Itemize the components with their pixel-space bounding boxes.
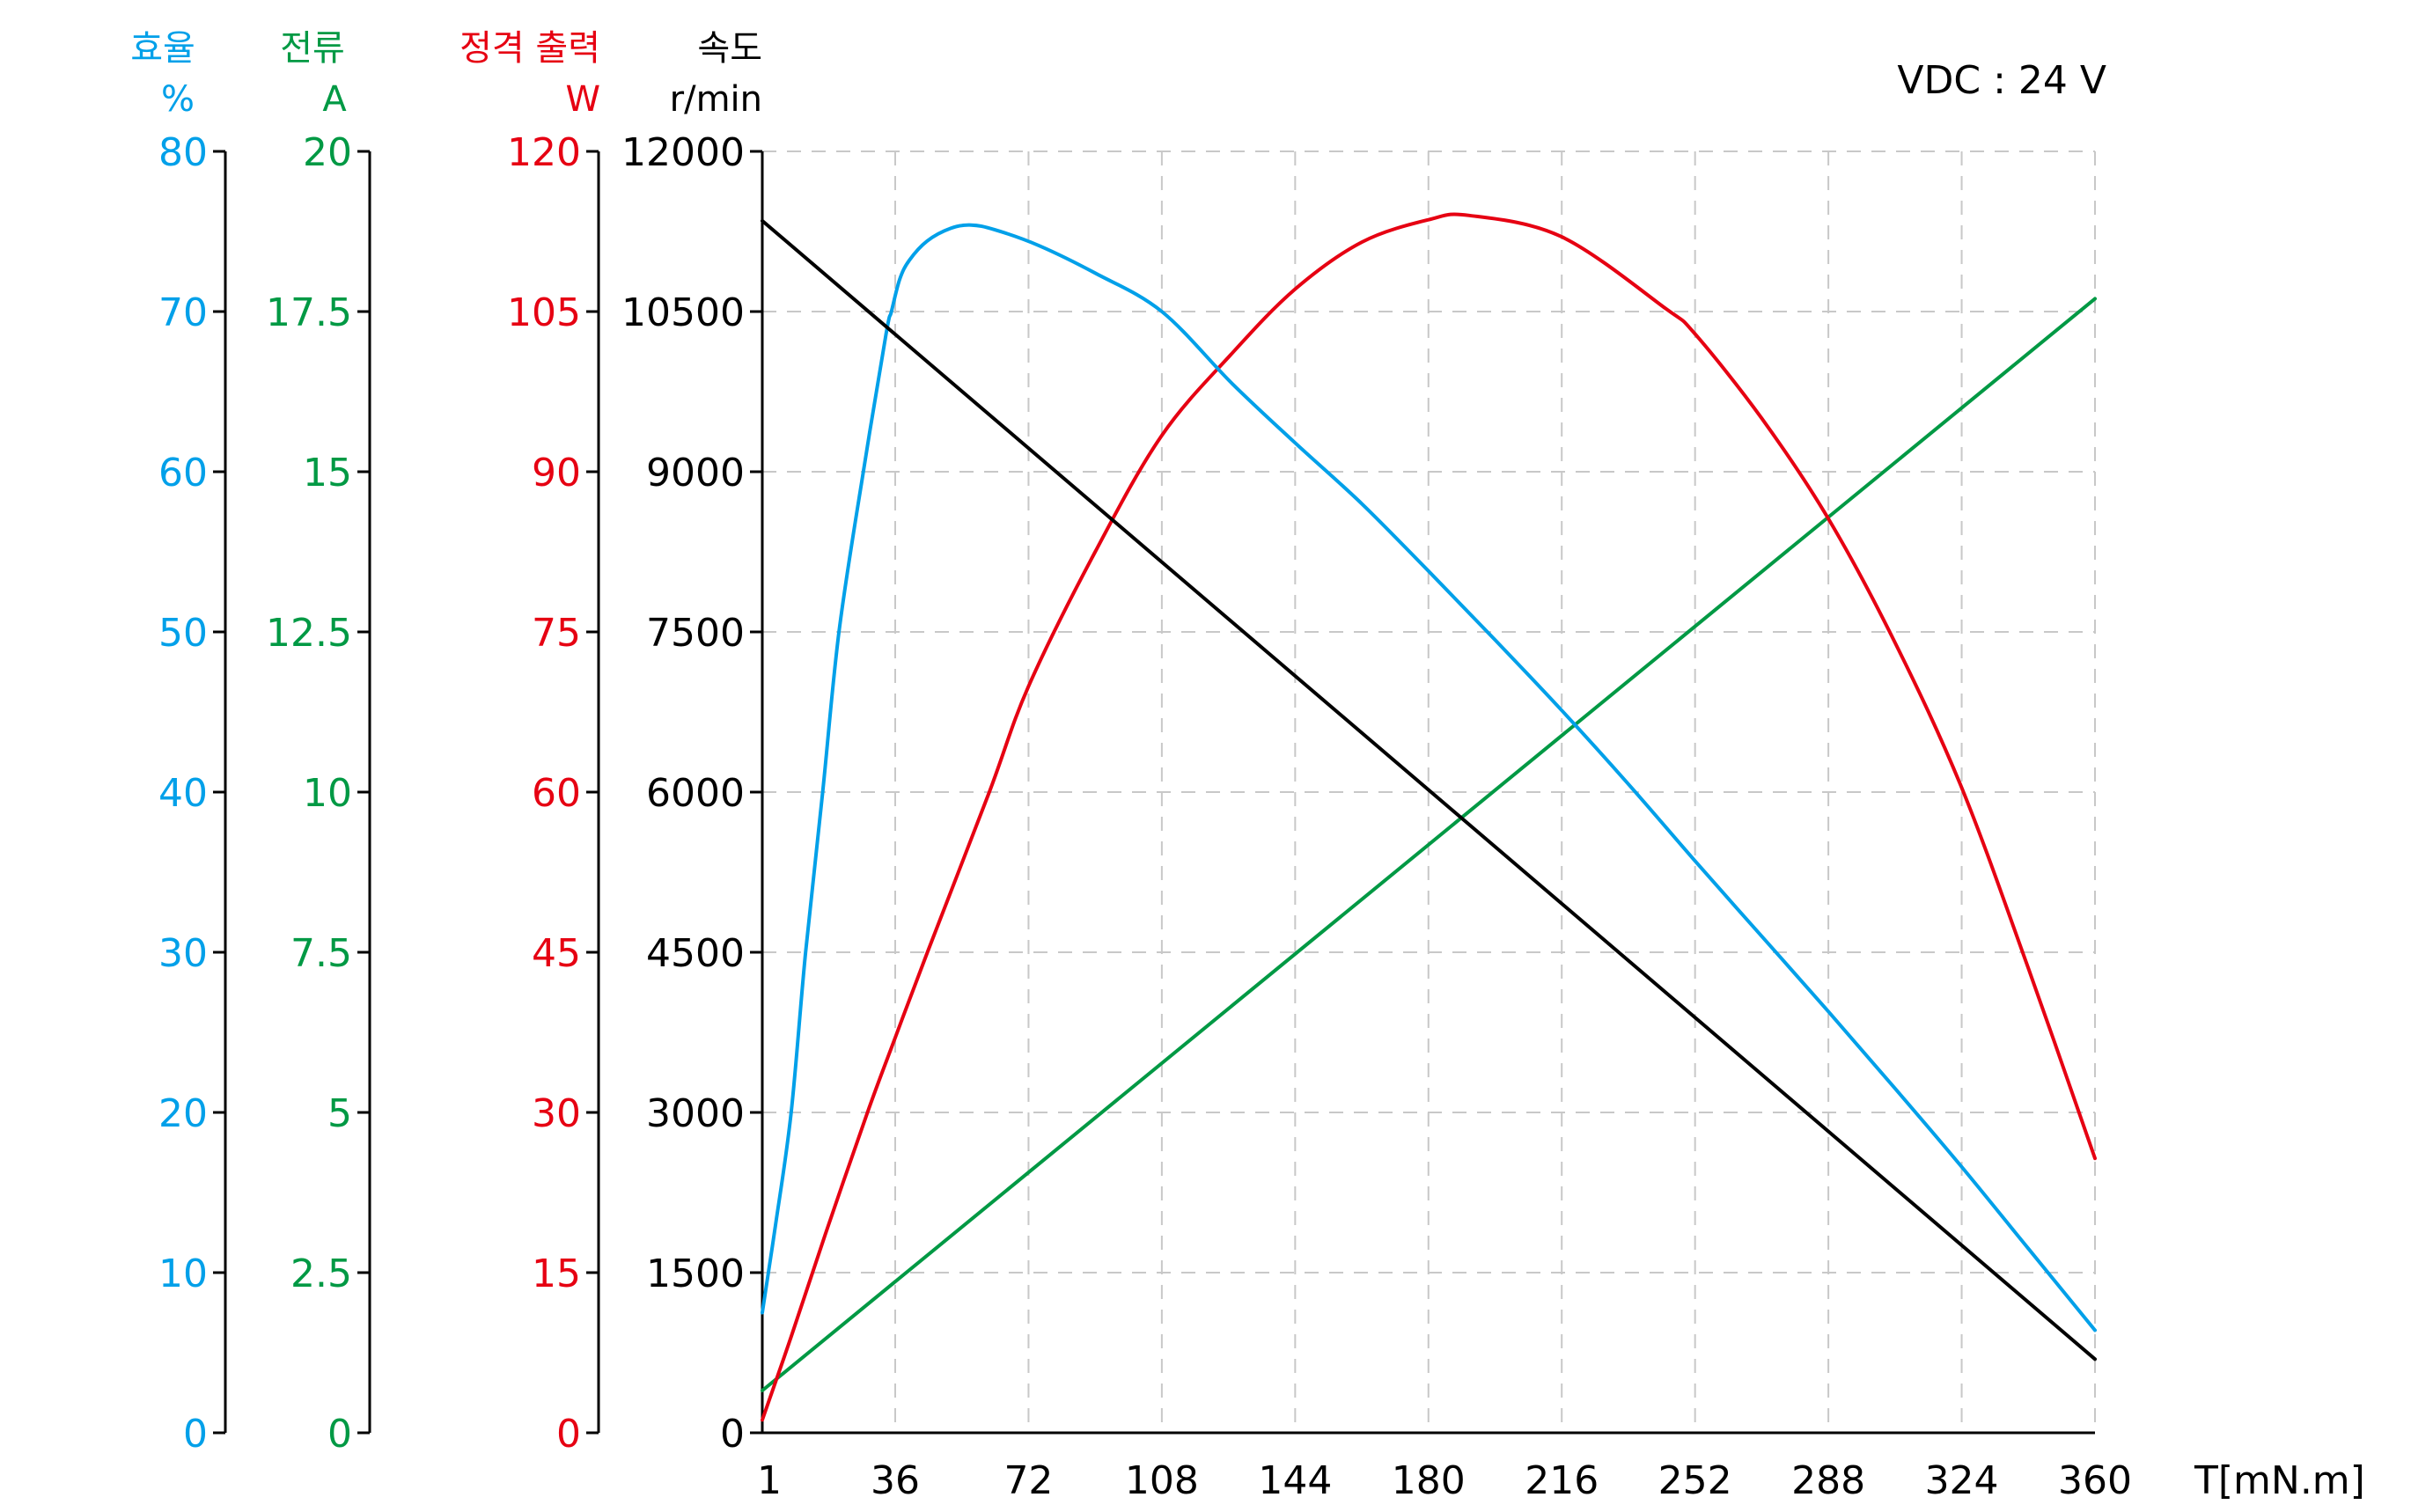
efficiency-tick-label: 10 [158, 1251, 208, 1296]
power-tick-label: 120 [507, 130, 581, 175]
torque-tick-label: 216 [1525, 1458, 1599, 1503]
speed-axis: 0 1500 3000 4500 6000 7500 9000 10500 12000 [621, 130, 764, 1457]
power-tick-label: 75 [532, 611, 581, 656]
speed-tick-label: 7500 [646, 611, 745, 656]
efficiency-tick-label: 40 [158, 771, 208, 816]
efficiency-tick-label: 20 [158, 1091, 208, 1136]
current-axis-unit: A [322, 79, 347, 120]
speed-tick-label: 1500 [646, 1251, 745, 1296]
efficiency-axis-title: 효율 [130, 28, 195, 69]
current-tick-label: 5 [327, 1091, 352, 1136]
torque-tick-label: 324 [1925, 1458, 1999, 1503]
efficiency-curve [761, 223, 2097, 1332]
power-tick-label: 45 [532, 931, 581, 976]
current-tick-label: 12.5 [266, 611, 352, 656]
power-curve [761, 212, 2097, 1422]
torque-tick-label: 72 [1003, 1458, 1053, 1503]
current-tick-label: 15 [303, 451, 352, 495]
efficiency-axis: 0 10 20 30 40 50 60 70 80 [158, 130, 227, 1457]
efficiency-axis-unit: % [161, 79, 195, 120]
current-tick-label: 2.5 [290, 1251, 352, 1296]
speed-axis-title: 속도 [697, 28, 762, 69]
speed-tick-label: 12000 [621, 130, 745, 175]
efficiency-tick-label: 60 [158, 451, 208, 495]
current-axis-title: 전류 [280, 28, 345, 69]
torque-tick-label: 1 [757, 1458, 782, 1503]
current-curve [761, 297, 2097, 1392]
current-tick-label: 10 [303, 771, 352, 816]
efficiency-tick-label: 70 [158, 290, 208, 335]
speed-curve [761, 218, 2097, 1362]
power-tick-label: 30 [532, 1091, 581, 1136]
speed-tick-label: 4500 [646, 931, 745, 976]
power-axis-title: 정격 출력 [459, 28, 600, 69]
torque-tick-label: 36 [871, 1458, 920, 1503]
current-tick-label: 17.5 [266, 290, 352, 335]
power-tick-label: 15 [532, 1251, 581, 1296]
current-tick-label: 20 [303, 130, 352, 175]
torque-tick-label: 180 [1392, 1458, 1466, 1503]
efficiency-tick-label: 50 [158, 611, 208, 656]
torque-tick-label: 108 [1125, 1458, 1199, 1503]
voltage-note: VDC : 24 V [1897, 58, 2106, 103]
torque-tick-label: 288 [1791, 1458, 1865, 1503]
torque-tick-label: 252 [1658, 1458, 1732, 1503]
speed-tick-label: 6000 [646, 771, 745, 816]
current-axis: 0 2.5 5 7.5 10 12.5 15 17.5 20 [266, 130, 371, 1457]
speed-tick-label: 10500 [621, 290, 745, 335]
torque-tick-label: 360 [2058, 1458, 2132, 1503]
power-tick-label: 105 [507, 290, 581, 335]
speed-tick-label: 0 [720, 1412, 745, 1457]
speed-tick-label: 9000 [646, 451, 745, 495]
current-tick-label: 7.5 [290, 931, 352, 976]
torque-tick-label: 144 [1258, 1458, 1332, 1503]
power-tick-label: 90 [532, 451, 581, 495]
efficiency-tick-label: 0 [183, 1412, 208, 1457]
power-tick-label: 0 [556, 1412, 581, 1457]
speed-tick-label: 3000 [646, 1091, 745, 1136]
efficiency-tick-label: 30 [158, 931, 208, 976]
power-axis: 0 15 30 45 60 75 90 105 120 [507, 130, 600, 1457]
power-axis-unit: W [565, 79, 600, 120]
speed-axis-unit: r/min [670, 79, 762, 120]
torque-axis: 1 36 72 108 144 180 216 252 288 324 360 [757, 1431, 2132, 1503]
efficiency-tick-label: 80 [158, 130, 208, 175]
power-tick-label: 60 [532, 771, 581, 816]
torque-axis-title: T[mN.m] [2194, 1458, 2365, 1503]
current-tick-label: 0 [327, 1412, 352, 1457]
